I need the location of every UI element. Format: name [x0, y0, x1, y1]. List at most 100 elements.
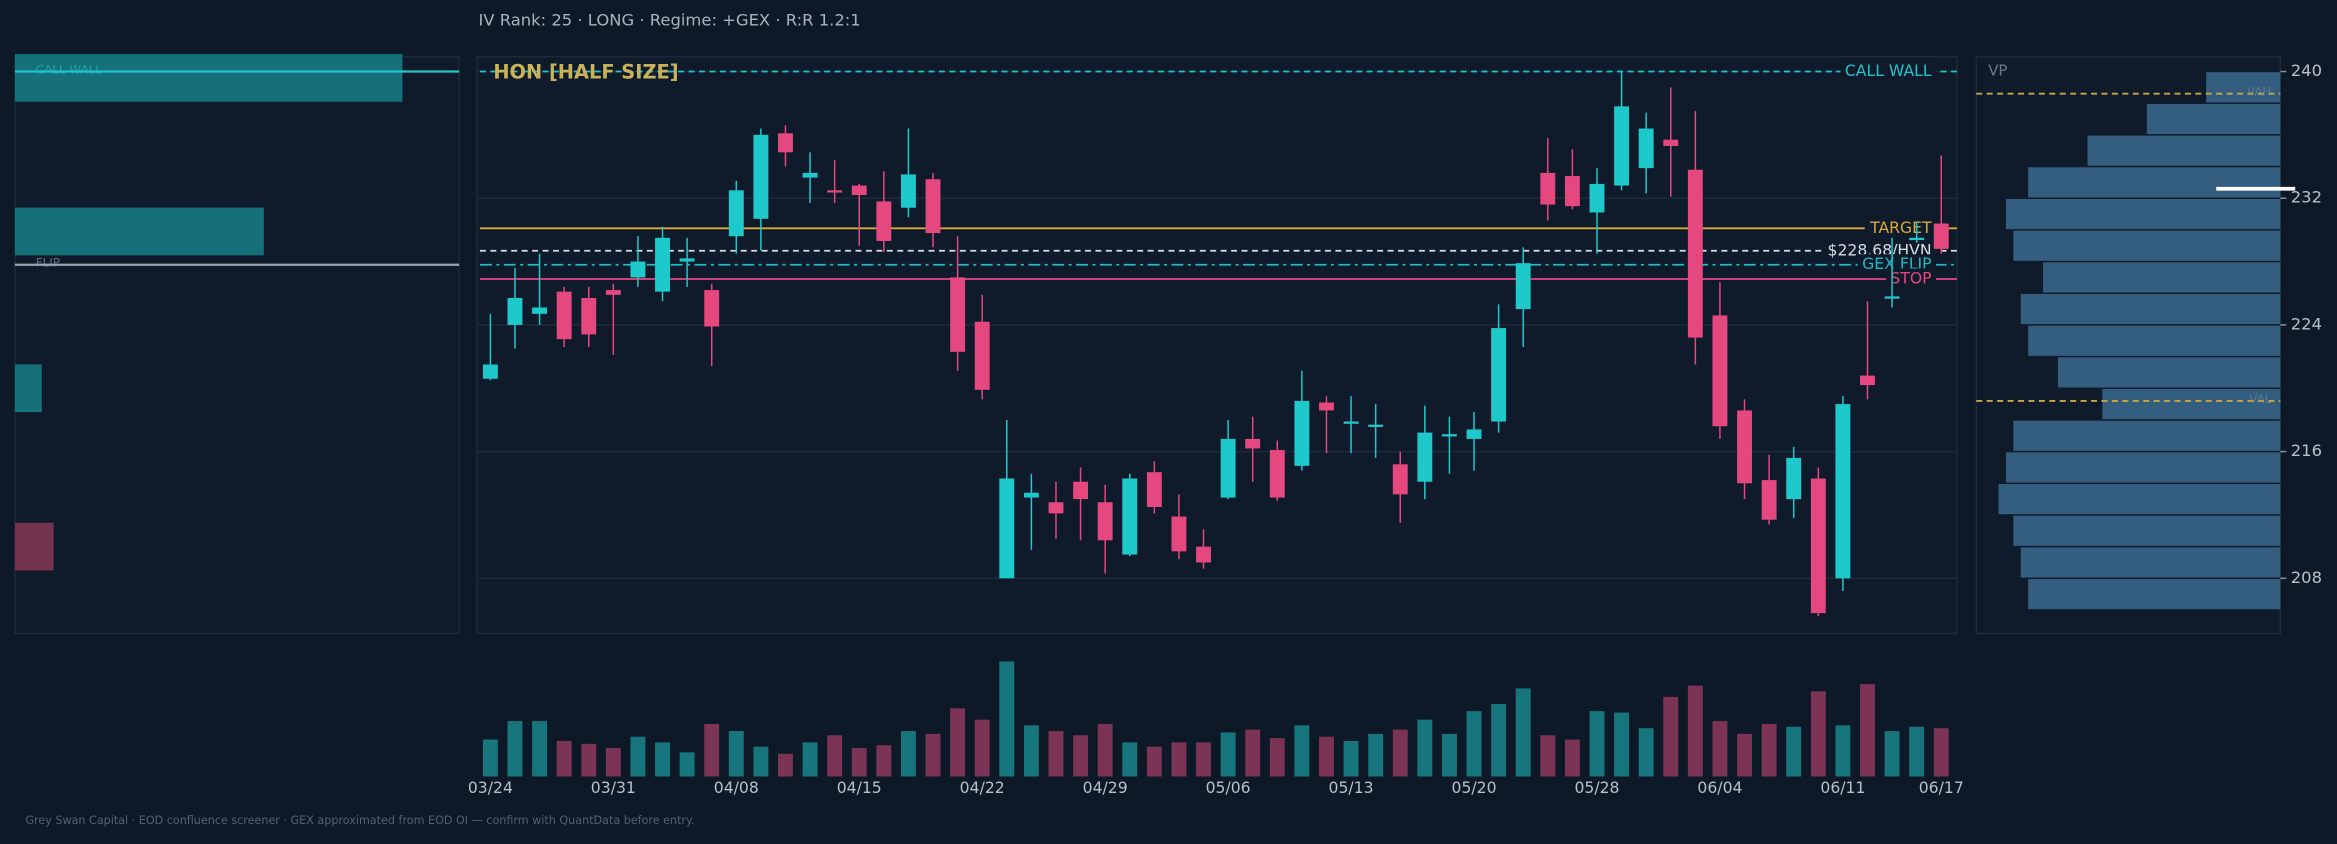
volume-bar — [1368, 733, 1384, 777]
x-tick-label: 04/29 — [1083, 778, 1128, 797]
volume-bar — [1589, 711, 1605, 777]
candle-body — [1269, 450, 1285, 498]
profile-bar — [2043, 262, 2281, 293]
y-tick-label: 232 — [2291, 188, 2322, 207]
candle-body — [1810, 478, 1826, 614]
profile-bar — [2020, 293, 2281, 325]
volume-bar — [507, 721, 523, 777]
volume-bar — [630, 736, 646, 777]
level-label: GEX FLIP — [1862, 254, 1931, 273]
candle-body — [1220, 438, 1236, 498]
volume-bar — [556, 740, 572, 777]
candle-body — [1761, 480, 1777, 520]
y-tick-label: 224 — [2291, 314, 2322, 333]
volume-bar — [1638, 728, 1654, 777]
level-label-bg — [1840, 61, 1937, 81]
gex-panel — [14, 55, 460, 635]
volume-bar — [1614, 712, 1630, 777]
volume-bar — [1909, 726, 1925, 777]
volume-bar — [1466, 711, 1482, 777]
volume-bar — [925, 733, 941, 777]
gex-bar — [14, 54, 403, 102]
volume-bar — [1097, 723, 1113, 777]
volume-bar — [704, 723, 720, 777]
candle-body — [1564, 176, 1580, 207]
candle-body — [1663, 139, 1679, 146]
profile-bar — [2146, 103, 2281, 135]
volume-bar — [802, 742, 818, 777]
volume-bar — [1343, 740, 1359, 777]
candle-body — [482, 364, 498, 379]
profile-bar — [2087, 135, 2281, 166]
candle-body — [507, 297, 523, 325]
candle-body — [605, 290, 621, 295]
volume-bar — [1712, 721, 1728, 777]
profile-level-label: VAL — [2249, 392, 2272, 406]
candle-body — [1835, 404, 1851, 579]
candle-body — [1097, 502, 1113, 541]
candle-body — [1392, 464, 1408, 495]
candle-body — [1909, 237, 1925, 241]
x-tick-label: 06/17 — [1919, 778, 1964, 797]
volume-bar — [1564, 739, 1580, 777]
volume-bar — [1761, 723, 1777, 777]
candle-body — [728, 190, 744, 237]
x-tick-label: 06/11 — [1820, 778, 1865, 797]
gex-level-label: FLIP — [36, 256, 60, 270]
volume-bar — [1220, 732, 1236, 777]
candle-body — [655, 237, 670, 292]
profile-bar — [2005, 452, 2281, 483]
candle-body — [1441, 434, 1457, 437]
candle-body — [900, 174, 916, 208]
profile-bar — [2028, 167, 2281, 198]
header: IV Rank: 25 · LONG · Regime: +GEX · R:R … — [478, 10, 860, 29]
x-tick-label: 05/13 — [1329, 778, 1374, 797]
volume-bar — [876, 745, 892, 777]
profile-bar — [2020, 547, 2281, 578]
candle-body — [556, 291, 572, 340]
level-label-bg — [1857, 254, 1937, 274]
x-tick-label: 04/15 — [837, 778, 882, 797]
volume-bar — [1835, 725, 1851, 777]
candle-body — [581, 297, 597, 335]
footer: Grey Swan Capital · EOD confluence scree… — [25, 814, 694, 827]
candle-body — [1687, 169, 1703, 338]
profile-bar — [2005, 198, 2281, 230]
level-label: TARGET — [1869, 218, 1932, 237]
volume-bar — [1786, 726, 1802, 777]
profile-level-label: VAH — [2247, 85, 2271, 99]
x-tick-label: 04/08 — [714, 778, 759, 797]
volume-bar — [1023, 725, 1039, 777]
candle-body — [827, 190, 843, 193]
candle-body — [1417, 432, 1433, 482]
volume-bar — [1540, 735, 1556, 777]
volume-bar — [950, 708, 966, 777]
x-tick-label: 06/04 — [1697, 778, 1742, 797]
candle-body — [1343, 421, 1359, 424]
candle-body — [1368, 424, 1384, 427]
volume-bar — [851, 748, 867, 777]
candle-body — [630, 261, 646, 278]
level-label: STOP — [1890, 268, 1931, 287]
volume-bar — [679, 752, 695, 777]
volume-bar — [778, 753, 793, 777]
candle-body — [753, 134, 769, 219]
volume-bar — [1933, 728, 1949, 777]
candle-body — [1786, 457, 1802, 500]
volume-bar — [1737, 733, 1752, 777]
candle-body — [1884, 296, 1900, 299]
volume-bar — [1663, 696, 1679, 777]
volume-bar — [1417, 719, 1433, 777]
level-label-bg — [1864, 217, 1937, 237]
volume-bar — [999, 661, 1015, 777]
candle-body — [925, 179, 941, 234]
volume-bar — [1245, 729, 1261, 777]
profile-bar — [2013, 420, 2281, 451]
volume-bar — [532, 721, 548, 777]
volume-bar — [728, 731, 744, 777]
profile-bar — [2028, 579, 2281, 610]
candle-body — [1146, 472, 1162, 508]
candle-body — [1245, 438, 1261, 449]
